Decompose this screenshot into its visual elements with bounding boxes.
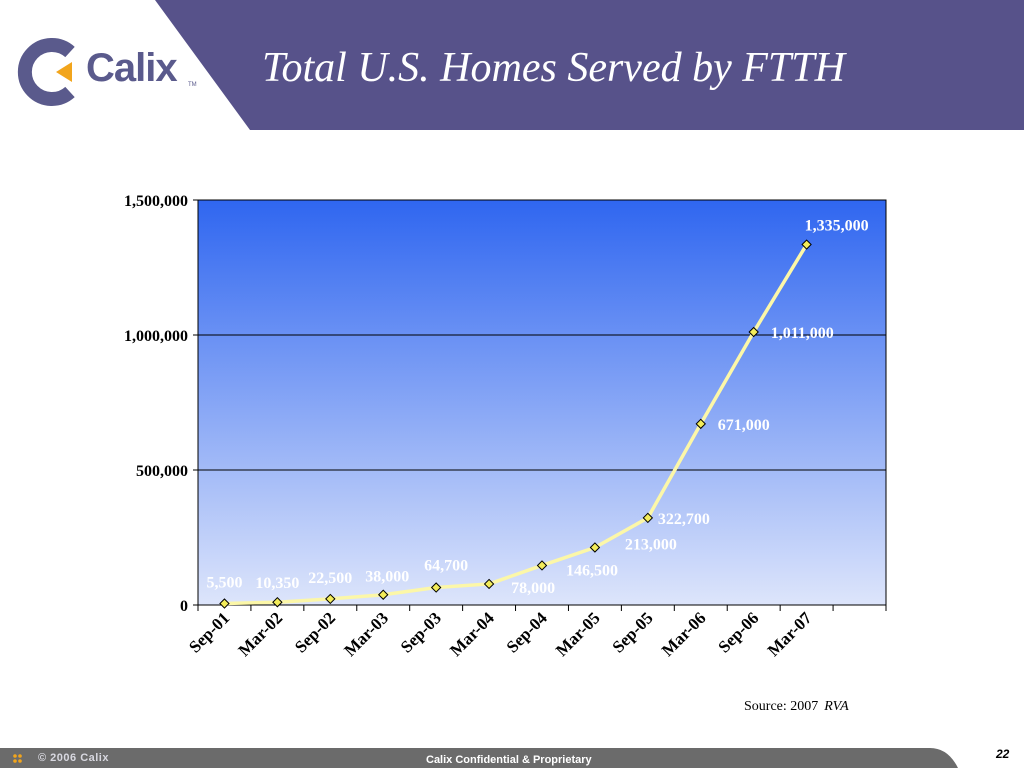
source-name: RVA xyxy=(824,699,849,714)
series-line xyxy=(224,243,809,606)
source-prefix: Source: 2007 xyxy=(744,699,819,714)
x-tick-label: Sep-01 xyxy=(185,608,233,656)
slide-title: Total U.S. Homes Served by FTTH xyxy=(262,45,845,91)
x-tick-label: Sep-05 xyxy=(609,608,657,656)
calix-logo-icon xyxy=(17,38,75,106)
x-tick-label: Sep-06 xyxy=(714,608,762,656)
data-label: 5,500 xyxy=(206,575,242,592)
header-band xyxy=(155,0,1024,130)
data-label: 1,011,000 xyxy=(771,325,834,342)
data-label: 38,000 xyxy=(365,569,409,586)
data-label: 322,700 xyxy=(658,511,710,528)
logo-wordmark: Calix xyxy=(86,46,178,90)
footer-copyright: © 2006 Calix xyxy=(38,752,109,764)
data-label: 22,500 xyxy=(308,570,352,587)
x-tick-label: Sep-02 xyxy=(291,608,339,656)
y-tick-label: 1,000,000 xyxy=(124,328,188,345)
data-label: 671,000 xyxy=(718,417,770,434)
data-point xyxy=(589,542,601,553)
data-point xyxy=(536,560,548,571)
data-point xyxy=(377,589,389,600)
data-point xyxy=(325,593,336,605)
footer-band xyxy=(0,748,958,768)
x-tick-label: Mar-07 xyxy=(764,608,816,660)
x-tick-label: Sep-03 xyxy=(397,608,445,656)
data-label: 213,000 xyxy=(625,536,677,553)
data-point xyxy=(272,596,283,608)
source-note: Source: 2007 RVA xyxy=(744,699,849,715)
data-point xyxy=(748,326,759,338)
data-label: 10,350 xyxy=(255,575,299,592)
x-tick-label: Sep-04 xyxy=(503,608,552,657)
x-tick-label: Mar-02 xyxy=(235,608,287,660)
y-tick-label: 1,500,000 xyxy=(124,193,188,210)
data-point xyxy=(801,239,812,250)
data-point xyxy=(695,418,707,430)
data-point xyxy=(642,512,654,524)
data-label: 64,700 xyxy=(424,558,468,575)
logo-trademark: TM xyxy=(188,82,197,88)
chart-marks: 5,500 10,350 22,500 38,000 64,700 78,000 146,5… xyxy=(206,218,869,609)
x-tick-label: Mar-05 xyxy=(552,608,604,660)
data-label: 78,000 xyxy=(511,580,555,597)
data-label: 146,500 xyxy=(566,562,618,579)
page-number: 22 xyxy=(996,747,1010,761)
plot-border xyxy=(197,199,887,606)
data-point xyxy=(219,598,230,609)
plot-area xyxy=(198,200,886,605)
x-tick-label: Mar-06 xyxy=(658,608,710,660)
data-label: 1,335,000 xyxy=(805,218,869,235)
y-tick-label: 0 xyxy=(180,598,188,615)
plot-background xyxy=(198,200,886,605)
footer-dots-icon xyxy=(13,754,22,763)
data-point xyxy=(483,578,495,590)
x-tick-label: Mar-03 xyxy=(340,608,392,660)
footer-confidential: Calix Confidential & Proprietary xyxy=(426,754,592,766)
y-tick-label: 500,000 xyxy=(136,463,188,480)
data-point xyxy=(430,582,442,593)
x-tick-label: Mar-04 xyxy=(446,608,498,660)
